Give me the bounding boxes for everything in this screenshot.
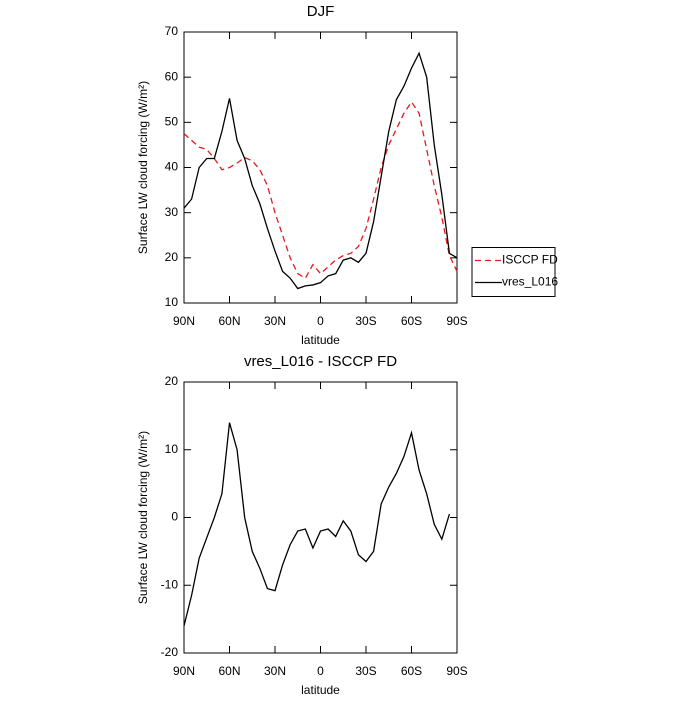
y-tick-label: -20 <box>161 645 179 659</box>
chart-title: vres_L016 - ISCCP FD <box>244 353 397 370</box>
chart-title: DJF <box>307 3 335 20</box>
x-tick-label: 30S <box>355 664 376 678</box>
x-tick-label: 30N <box>264 314 286 328</box>
plot-frame <box>183 31 458 304</box>
series-line <box>183 100 458 280</box>
y-tick-label: 0 <box>171 510 178 524</box>
x-tick-label: 90S <box>446 314 467 328</box>
y-tick-label: 40 <box>165 160 179 174</box>
x-tick-label: 60N <box>218 664 240 678</box>
x-tick-label: 90N <box>173 314 195 328</box>
y-tick-label: 10 <box>165 442 179 456</box>
x-axis-label: latitude <box>301 333 340 347</box>
y-tick-label: 50 <box>165 115 179 129</box>
series-line <box>183 422 451 627</box>
x-tick-label: 0 <box>317 664 324 678</box>
plot-frame <box>183 381 458 654</box>
x-tick-label: 90S <box>446 664 467 678</box>
x-tick-label: 60S <box>401 314 422 328</box>
x-axis-label: latitude <box>301 683 340 697</box>
x-tick-label: 60N <box>218 314 240 328</box>
y-tick-label: 70 <box>165 24 179 38</box>
legend-label: vres_L016 <box>502 275 558 289</box>
y-tick-label: 20 <box>165 250 179 264</box>
y-tick-label: -10 <box>161 577 179 591</box>
legend-box <box>471 247 556 297</box>
y-axis-label: Surface LW cloud forcing (W/m²) <box>136 81 150 254</box>
x-tick-label: 0 <box>317 314 324 328</box>
x-tick-label: 60S <box>401 664 422 678</box>
y-tick-label: 10 <box>165 295 179 309</box>
legend-label: ISCCP FD <box>502 253 558 267</box>
y-tick-label: 30 <box>165 205 179 219</box>
y-tick-label: 20 <box>165 374 179 388</box>
series-line <box>183 51 458 290</box>
y-axis-label: Surface LW cloud forcing (W/m²) <box>136 431 150 604</box>
panel: vres_L016 - ISCCP FD latitude Surface LW c… <box>136 353 468 697</box>
y-tick-label: 60 <box>165 69 179 83</box>
panel: DJF latitude Surface LW cloud forcing (W/m… <box>136 3 558 347</box>
x-tick-label: 30N <box>264 664 286 678</box>
x-tick-label: 30S <box>355 314 376 328</box>
x-tick-label: 90N <box>173 664 195 678</box>
